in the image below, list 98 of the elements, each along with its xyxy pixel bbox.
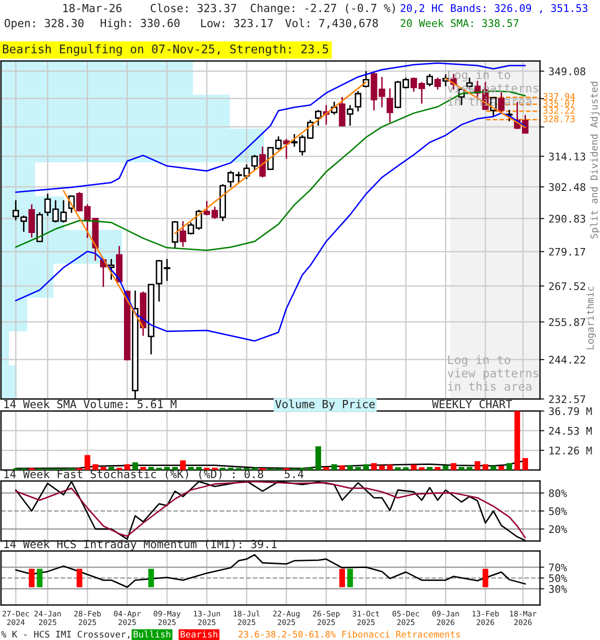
y-tick-label: 50% (549, 574, 567, 582)
candlestick (362, 70, 370, 88)
bar (196, 466, 202, 470)
bar (371, 463, 377, 470)
y-tick-label: 267.52 (549, 282, 586, 290)
bar (339, 465, 345, 470)
y-tick-label: 80% (549, 489, 567, 498)
ref-line-label: 328.73 (543, 115, 575, 122)
y-tick-label: 30% (549, 585, 567, 593)
bar (84, 455, 90, 470)
text: Low: 323.17 (201, 18, 273, 28)
ref-line-label: 337.94 (543, 93, 575, 100)
candlestick (251, 154, 258, 172)
y-tick-label: 244.22 (549, 356, 586, 364)
bar (498, 466, 504, 470)
bar (410, 464, 417, 470)
candlestick (172, 220, 178, 249)
text: 20,2 HC Bands: 326.09 , 351.53 (400, 4, 588, 14)
bar (164, 466, 170, 470)
y-tick-label: 70% (549, 563, 567, 572)
bar (482, 464, 488, 470)
bar (108, 466, 114, 470)
text: Vol: 7,430,678 (285, 18, 378, 29)
text: High: 330.60 (100, 18, 180, 30)
bar (100, 466, 106, 470)
bar (307, 467, 314, 470)
text: Logarithmic (586, 286, 596, 350)
candlestick (354, 90, 362, 112)
text: WEEKLY CHART (432, 400, 512, 408)
bar (522, 458, 528, 470)
candlestick (346, 104, 354, 126)
bar (315, 446, 322, 470)
bar (172, 466, 178, 470)
y-tick-label: 50% (549, 507, 567, 516)
text: % K - HCS IMI Crossover, (1, 630, 130, 639)
candlestick (315, 109, 322, 126)
chart-title: 14 Week SMA Volume: 5.61 M (4, 400, 176, 408)
bar (92, 464, 98, 470)
y-tick-label: 20% (549, 525, 567, 534)
text: Bullish (134, 630, 170, 638)
bar (514, 411, 520, 470)
y-tick-label: 255.87 (549, 318, 586, 326)
y-tick-label: 279.17 (549, 248, 586, 256)
y-tick-label: 290.83 (549, 214, 586, 223)
candlestick (386, 88, 394, 124)
text: 18-Mar-26 (63, 4, 122, 12)
text: Change: -2.27 (-0.7 %) (250, 4, 395, 14)
candlestick (108, 258, 115, 280)
bar (180, 460, 186, 470)
ref-line-label: 335.07 (543, 100, 575, 107)
bar (442, 465, 448, 470)
bar (466, 466, 472, 470)
bar (124, 464, 130, 470)
candlestick (259, 146, 266, 178)
bar (474, 461, 480, 470)
candlestick (283, 138, 290, 160)
text: Bearish (180, 630, 218, 638)
y-tick-label: 349.08 (549, 67, 586, 76)
bar (379, 465, 385, 470)
bar (140, 466, 146, 470)
ref-line-label: 332.22 (543, 106, 575, 114)
text: 23.6-38.2-50-61.8% Fibonacci Retracements (238, 630, 460, 638)
bar (506, 463, 512, 470)
bar (188, 466, 194, 470)
y-tick-label: 24.53 M (549, 426, 592, 435)
annotation: Log in to view patterns in this area (448, 355, 538, 391)
y-tick-label: 12.26 M (550, 446, 592, 454)
candlestick (434, 76, 441, 90)
y-axis-title: Split and Dividend Adjusted (590, 82, 600, 238)
bar (132, 462, 138, 470)
candlestick (426, 73, 433, 87)
bar (434, 466, 440, 470)
y-tick-label: 314.13 (549, 152, 586, 160)
text: 20 Week SMA: 338.57 (400, 18, 518, 28)
text: Volume By Price (275, 400, 375, 410)
bar (458, 466, 464, 470)
text: Close: 323.37 (150, 4, 236, 12)
line-series (15, 554, 526, 588)
bar (347, 465, 353, 470)
candlestick (338, 96, 346, 126)
bar (331, 464, 338, 470)
y-tick-label: 302.48 (549, 183, 586, 191)
chart-title: 14 Week Fast Stochastic (%K) (%D) : 0.8 5.4 (4, 470, 304, 480)
bar (490, 466, 496, 470)
bar (355, 466, 361, 470)
text: Open: 328.30 (4, 18, 84, 30)
chart-title: 14 Week HCS Intraday Momentum (IMI): 39.1 (4, 540, 277, 550)
text: Bearish Engulfing on 07-Nov-25, Strength: 23.5 (2, 44, 328, 56)
y-tick-label: 232.57 (549, 395, 586, 404)
bar (450, 463, 456, 470)
bar (148, 466, 154, 470)
bar (426, 466, 433, 470)
bar (323, 466, 330, 470)
bar (387, 464, 393, 470)
bar (363, 464, 369, 470)
candlestick (180, 220, 186, 248)
candlestick (28, 204, 35, 238)
y-tick-label: 36.79 M (549, 407, 592, 416)
